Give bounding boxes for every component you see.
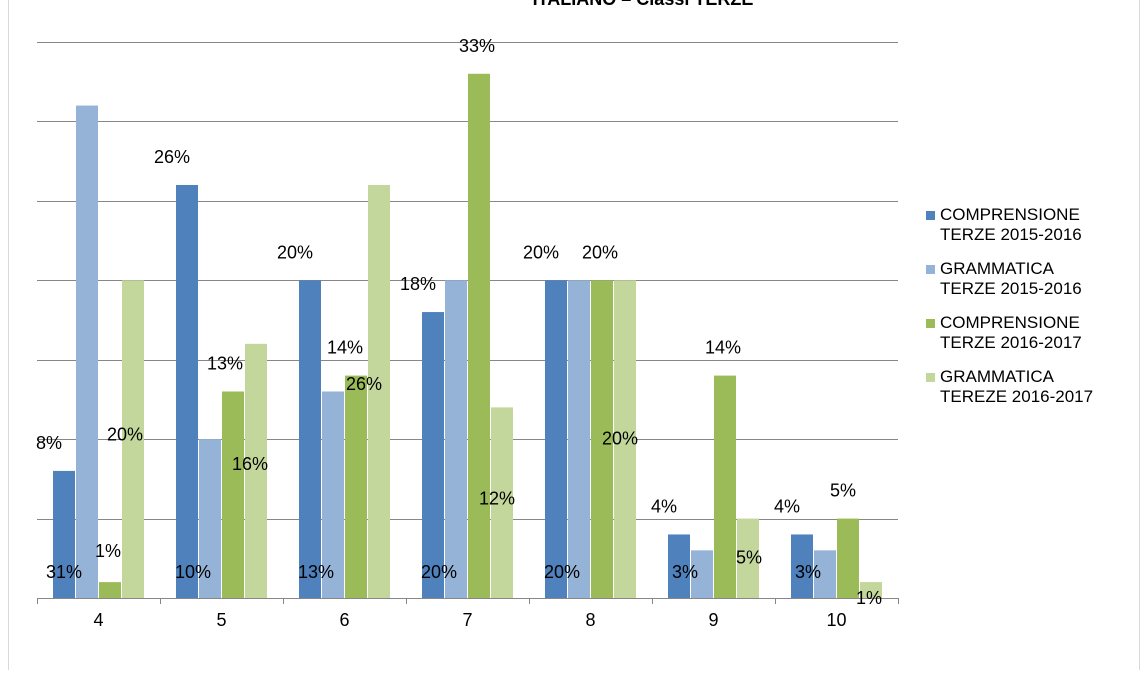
data-label: 10%	[175, 562, 211, 582]
chart-title: ITALIANO – Classi TERZE	[0, 0, 1146, 13]
data-label: 4%	[774, 496, 800, 516]
bar	[445, 280, 467, 598]
x-tick-label: 7	[462, 610, 472, 630]
bar	[614, 280, 636, 598]
bar	[53, 470, 75, 598]
data-label: 18%	[400, 274, 436, 294]
bar	[322, 391, 344, 598]
data-label: 5%	[736, 548, 762, 568]
data-label: 14%	[327, 338, 363, 358]
data-label: 26%	[346, 374, 382, 394]
bar	[122, 280, 144, 598]
legend-label: COMPRENSIONE TERZE 2016-2017	[940, 313, 1082, 352]
chart-frame	[8, 0, 1140, 670]
data-label: 26%	[154, 147, 190, 167]
bar	[668, 534, 690, 598]
legend-label: GRAMMATICA TERZE 2015-2016	[940, 259, 1082, 298]
legend-item: COMPRENSIONE TERZE 2015-2016	[924, 205, 1139, 245]
data-label: 16%	[232, 454, 268, 474]
data-label: 5%	[830, 481, 856, 501]
bar	[814, 550, 836, 598]
bar	[468, 73, 490, 599]
bar	[199, 439, 221, 598]
bar	[99, 582, 121, 598]
legend-label: COMPRENSIONE TERZE 2015-2016	[940, 205, 1082, 244]
legend-swatch	[926, 265, 935, 274]
data-label: 3%	[795, 562, 821, 582]
data-label: 12%	[479, 488, 515, 508]
data-label: 20%	[582, 242, 618, 262]
data-label: 20%	[421, 562, 457, 582]
bar	[422, 312, 444, 598]
bar	[737, 518, 759, 598]
bar	[837, 518, 859, 598]
data-label: 1%	[856, 588, 882, 608]
bar	[176, 184, 198, 598]
bar	[568, 280, 590, 598]
legend-item: GRAMMATICA TERZE 2015-2016	[924, 259, 1139, 299]
legend-swatch	[926, 211, 935, 220]
data-label: 31%	[46, 562, 82, 582]
bar	[691, 550, 713, 598]
bar	[491, 407, 513, 598]
legend-item: GRAMMATICA TEREZE 2016-2017	[924, 367, 1139, 407]
x-tick-label: 5	[216, 610, 226, 630]
data-label: 13%	[298, 562, 334, 582]
bar	[860, 582, 882, 598]
bar	[591, 280, 613, 598]
data-label: 4%	[651, 496, 677, 516]
legend-label: GRAMMATICA TEREZE 2016-2017	[940, 367, 1094, 406]
bar	[245, 343, 267, 598]
legend: COMPRENSIONE TERZE 2015-2016 GRAMMATICA TE…	[924, 205, 1139, 421]
data-label: 20%	[277, 242, 313, 262]
bar	[791, 534, 813, 598]
legend-swatch	[926, 373, 935, 382]
bar	[76, 105, 98, 599]
bar	[299, 280, 321, 598]
data-label: 20%	[602, 428, 638, 448]
legend-swatch	[926, 319, 935, 328]
data-label: 20%	[544, 562, 580, 582]
legend-item: COMPRENSIONE TERZE 2016-2017	[924, 313, 1139, 353]
x-tick-label: 6	[339, 610, 349, 630]
data-label: 8%	[36, 433, 62, 453]
bar	[222, 391, 244, 598]
bar	[368, 184, 390, 598]
data-label: 1%	[95, 541, 121, 561]
data-label: 33%	[459, 36, 495, 56]
bar	[714, 375, 736, 598]
bar	[545, 280, 567, 598]
bar	[345, 375, 367, 598]
data-label: 20%	[523, 242, 559, 262]
x-tick-label: 9	[708, 610, 718, 630]
data-label: 14%	[705, 338, 741, 358]
data-label: 20%	[107, 424, 143, 444]
data-label: 13%	[207, 353, 243, 373]
data-label: 3%	[672, 562, 698, 582]
x-tick-label: 4	[93, 610, 103, 630]
x-tick-label: 10	[826, 610, 846, 630]
x-tick-label: 8	[585, 610, 595, 630]
